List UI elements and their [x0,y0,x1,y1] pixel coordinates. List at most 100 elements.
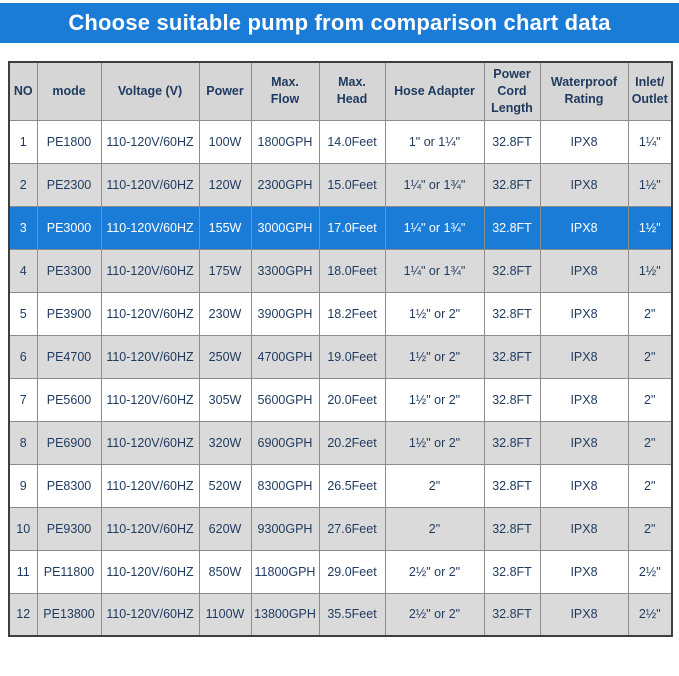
table-cell: 32.8FT [483,506,541,551]
table-cell: 8 [8,420,38,465]
table-cell: 3900GPH [250,291,320,336]
table-cell: 7 [8,377,38,422]
table-cell: 2½" [627,592,673,637]
table-cell: 3 [8,205,38,250]
header-label: Rating [564,92,604,107]
table-cell: IPX8 [539,420,629,465]
page-title: Choose suitable pump from comparison cha… [68,10,611,35]
table-cell: 2½" [627,549,673,594]
table-cell: 1¼" [627,119,673,164]
header-cell-waterproof-rating: Waterproof Rating [539,61,629,121]
table-cell: 100W [198,119,252,164]
table-cell: 5600GPH [250,377,320,422]
table-cell: IPX8 [539,506,629,551]
table-cell: 11800GPH [250,549,320,594]
table-cell: 1½" or 2" [384,420,485,465]
table-cell: 2 [8,162,38,207]
table-cell: PE6900 [36,420,102,465]
table-cell: IPX8 [539,205,629,250]
header-cell-hose-adapter: Hose Adapter [384,61,485,121]
table-cell: IPX8 [539,334,629,379]
table-cell: 1½" [627,248,673,293]
table-cell: IPX8 [539,592,629,637]
table-cell: 1¼" or 1¾" [384,162,485,207]
table-cell: 1 [8,119,38,164]
table-cell: 32.8FT [483,162,541,207]
table-cell: PE8300 [36,463,102,508]
table-row: 11 PE11800 110-120V/60HZ 850W 11800GPH 29.0Fe… [8,549,673,594]
header-cell-mode: mode [36,61,102,121]
table-cell: 9300GPH [250,506,320,551]
header-label: Max. [271,75,299,90]
table-cell: 35.5Feet [318,592,386,637]
table-cell: 1½" [627,162,673,207]
table-body: 1 PE1800 110-120V/60HZ 100W 1800GPH 14.0Feet 1… [8,119,673,637]
table-cell: 29.0Feet [318,549,386,594]
table-cell: 1½" or 2" [384,291,485,336]
table-cell: 6900GPH [250,420,320,465]
table-cell: 1¼" or 1¾" [384,248,485,293]
table-cell: 1¼" or 1¾" [384,205,485,250]
table-cell: 110-120V/60HZ [100,549,200,594]
table-cell: 110-120V/60HZ [100,205,200,250]
table-cell: 3300GPH [250,248,320,293]
table-cell: 32.8FT [483,291,541,336]
header-label: Voltage (V) [117,83,183,98]
table-cell: IPX8 [539,463,629,508]
table-cell: 32.8FT [483,463,541,508]
table-cell: PE13800 [36,592,102,637]
table-cell: 250W [198,334,252,379]
table-cell: 8300GPH [250,463,320,508]
table-cell: 32.8FT [483,549,541,594]
table-cell: 10 [8,506,38,551]
table-cell: 2½" or 2" [384,549,485,594]
header-label: Cord [497,83,527,98]
header-cell-max-flow: Max. Flow [250,61,320,121]
table-cell: 20.2Feet [318,420,386,465]
table-cell: 110-120V/60HZ [100,119,200,164]
table-cell: PE11800 [36,549,102,594]
header-cell-voltage: Voltage (V) [100,61,200,121]
table-cell: 230W [198,291,252,336]
header-label: Head [336,92,368,107]
table-cell: 1½" [627,205,673,250]
table-cell: 13800GPH [250,592,320,637]
header-cell-inlet-outlet: Inlet/ Outlet [627,61,673,121]
table-row: 4 PE3300 110-120V/60HZ 175W 3300GPH 18.0Feet 1… [8,248,673,293]
header-label: Power [493,66,531,81]
table-cell: 4 [8,248,38,293]
table-cell: 32.8FT [483,420,541,465]
table-cell: 26.5Feet [318,463,386,508]
table-cell: 320W [198,420,252,465]
table-cell: IPX8 [539,291,629,336]
header-label: Outlet [631,92,668,107]
table-cell: 175W [198,248,252,293]
table-cell: IPX8 [539,119,629,164]
table-cell: 2" [384,506,485,551]
table-cell: 110-120V/60HZ [100,162,200,207]
table-cell: 15.0Feet [318,162,386,207]
pump-comparison-table: NO mode Voltage (V) Power Max. Flow Max. [8,61,673,637]
table-cell: 12 [8,592,38,637]
table-row: 3 PE3000 110-120V/60HZ 155W 3000GPH 17.0Feet 1… [8,205,673,250]
header-label: Power [206,83,244,98]
table-row: 12 PE13800 110-120V/60HZ 1100W 13800GPH 35.5F… [8,592,673,637]
header-label: Hose Adapter [394,83,475,98]
table-cell: 110-120V/60HZ [100,334,200,379]
table-cell: 6 [8,334,38,379]
table-row: 6 PE4700 110-120V/60HZ 250W 4700GPH 19.0Feet 1… [8,334,673,379]
table-cell: 5 [8,291,38,336]
table-cell: 18.2Feet [318,291,386,336]
table-cell: 27.6Feet [318,506,386,551]
table-row: 2 PE2300 110-120V/60HZ 120W 2300GPH 15.0Feet 1… [8,162,673,207]
table-header: NO mode Voltage (V) Power Max. Flow Max. [8,61,673,121]
table-cell: 2½" or 2" [384,592,485,637]
table-cell: 2" [627,463,673,508]
table-cell: PE9300 [36,506,102,551]
table-cell: PE3300 [36,248,102,293]
table-cell: 110-120V/60HZ [100,592,200,637]
header-cell-power: Power [198,61,252,121]
header-cell-max-head: Max. Head [318,61,386,121]
table-cell: 32.8FT [483,592,541,637]
